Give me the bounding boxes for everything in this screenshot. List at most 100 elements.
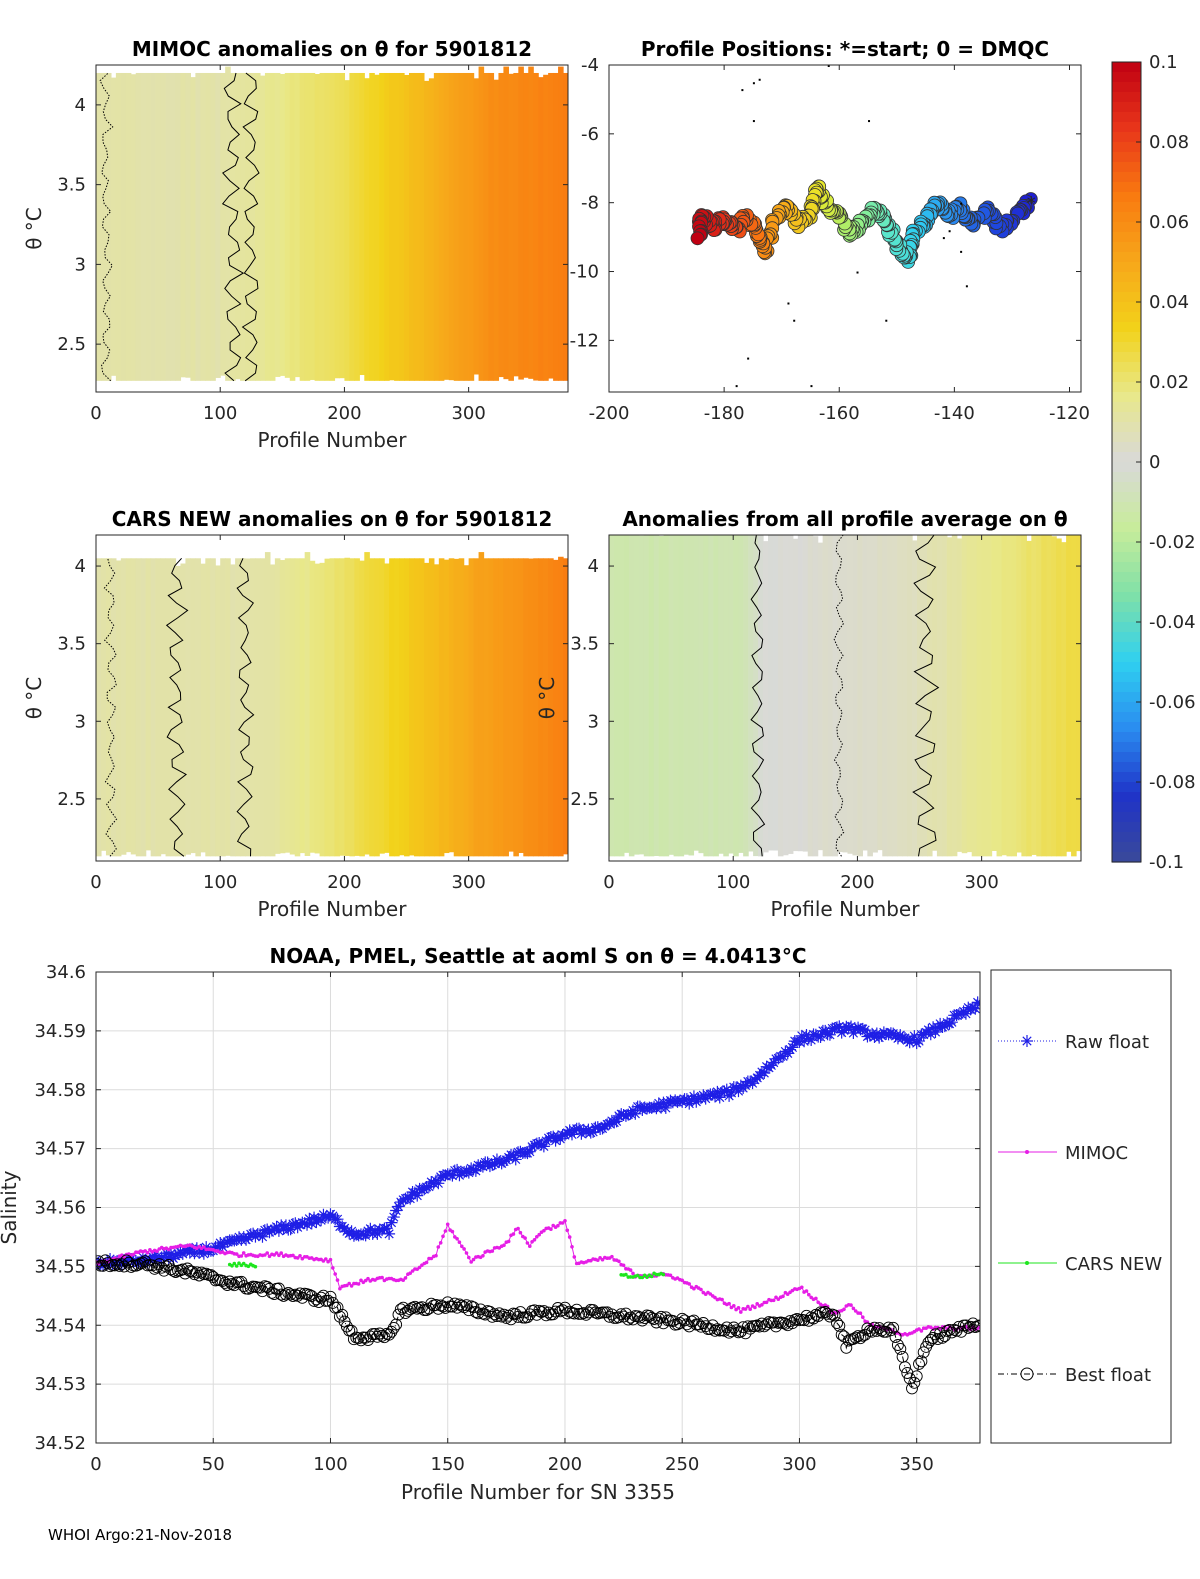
data-point: [882, 1321, 895, 1334]
heatmap-column: [633, 535, 640, 855]
data-point: [234, 1252, 239, 1256]
data-point: [838, 1024, 850, 1037]
data-point: [692, 1318, 705, 1331]
data-point: [577, 1307, 590, 1320]
colorbar-segment: [1112, 782, 1141, 793]
heatmap-column: [279, 74, 286, 376]
heatmap-column: [210, 72, 216, 381]
data-point: [521, 1147, 534, 1160]
heatmap-column: [120, 558, 127, 855]
data-point: [369, 1224, 382, 1237]
data-point: [408, 1300, 421, 1313]
data-point: [352, 1229, 365, 1242]
heatmap-column: [254, 558, 261, 857]
data-point: [781, 1294, 785, 1299]
heatmap-column: [733, 535, 739, 857]
heatmap-column: [663, 535, 670, 857]
data-point: [188, 1268, 201, 1281]
colorbar-segment: [1112, 432, 1141, 443]
colorbar-segment: [1112, 472, 1141, 483]
colorbar-segment: [1112, 752, 1141, 763]
data-point: [680, 1278, 684, 1283]
data-point: [838, 1330, 850, 1343]
data-point: [847, 1027, 860, 1040]
heatmap-column: [902, 535, 908, 857]
heatmap-column: [294, 558, 301, 857]
heatmap-column: [130, 558, 137, 855]
data-point: [859, 1024, 872, 1037]
data-point: [713, 1295, 717, 1300]
data-point: [443, 1229, 448, 1233]
data-point: [244, 1281, 257, 1294]
heatmap-column: [354, 558, 360, 856]
heatmap-column: [518, 558, 524, 854]
heatmap-column: [324, 558, 331, 857]
heatmap-column: [787, 535, 794, 854]
data-point: [460, 1165, 473, 1178]
heatmap-column: [274, 72, 281, 377]
data-point: [279, 1219, 292, 1232]
data-point: [962, 1321, 975, 1334]
contour-line: [750, 535, 766, 857]
data-point: [621, 1263, 626, 1268]
reference-dot: [960, 250, 963, 253]
data-point: [369, 1328, 381, 1340]
heatmap-column: [389, 72, 395, 381]
data-point: [697, 1317, 710, 1329]
y-tick-label: 3.5: [570, 634, 599, 655]
colorbar-segment: [1112, 272, 1141, 283]
data-point: [610, 1254, 614, 1259]
reference-dot: [787, 302, 790, 305]
heatmap-column: [279, 560, 286, 854]
data-point: [833, 1020, 846, 1033]
data-point: [324, 1257, 328, 1261]
data-point: [99, 1254, 112, 1267]
heatmap-column: [160, 72, 167, 381]
colorbar-segment: [1112, 462, 1141, 473]
data-point: [680, 1093, 693, 1106]
x-tick-label: 250: [665, 1454, 699, 1475]
colorbar-segment: [1112, 622, 1141, 633]
data-point: [760, 1303, 764, 1307]
heatmap-column: [175, 565, 182, 857]
heatmap-column: [538, 558, 544, 857]
heatmap-column: [418, 558, 425, 857]
data-point: [349, 1284, 354, 1288]
heatmap-column: [264, 72, 271, 381]
data-point: [568, 1307, 581, 1320]
data-point: [748, 1307, 752, 1311]
heatmap-column: [892, 535, 898, 857]
heatmap-column: [165, 72, 172, 381]
data-point: [165, 1247, 178, 1260]
heatmap-column: [797, 535, 804, 852]
data-point: [417, 1265, 422, 1270]
data-point: [537, 1232, 541, 1237]
data-point: [408, 1271, 413, 1275]
data-point: [849, 1303, 853, 1307]
heatmap-column: [518, 66, 524, 380]
colorbar-tick-label: 0.02: [1149, 372, 1189, 393]
data-point: [258, 1224, 271, 1237]
heatmap-column: [623, 535, 630, 853]
heatmap-column: [264, 552, 271, 857]
data-point: [927, 1332, 940, 1344]
data-point: [567, 1235, 572, 1239]
data-point: [720, 1083, 733, 1096]
reference-dot: [965, 285, 968, 288]
heatmap-column: [498, 72, 505, 378]
data-point: [831, 1317, 843, 1330]
data-point: [786, 1041, 799, 1054]
heatmap-column: [748, 535, 754, 852]
data-point: [403, 1276, 408, 1280]
data-point: [612, 1311, 625, 1324]
data-point: [566, 1128, 578, 1141]
x-tick-label: 0: [90, 872, 101, 893]
heatmap-column: [190, 77, 196, 381]
data-point: [429, 1256, 434, 1261]
data-point: [709, 1324, 721, 1337]
data-point: [758, 1066, 771, 1079]
data-point: [842, 1307, 846, 1312]
colorbar-segment: [1112, 722, 1141, 733]
contour-line: [236, 558, 255, 857]
data-point: [434, 1253, 438, 1258]
